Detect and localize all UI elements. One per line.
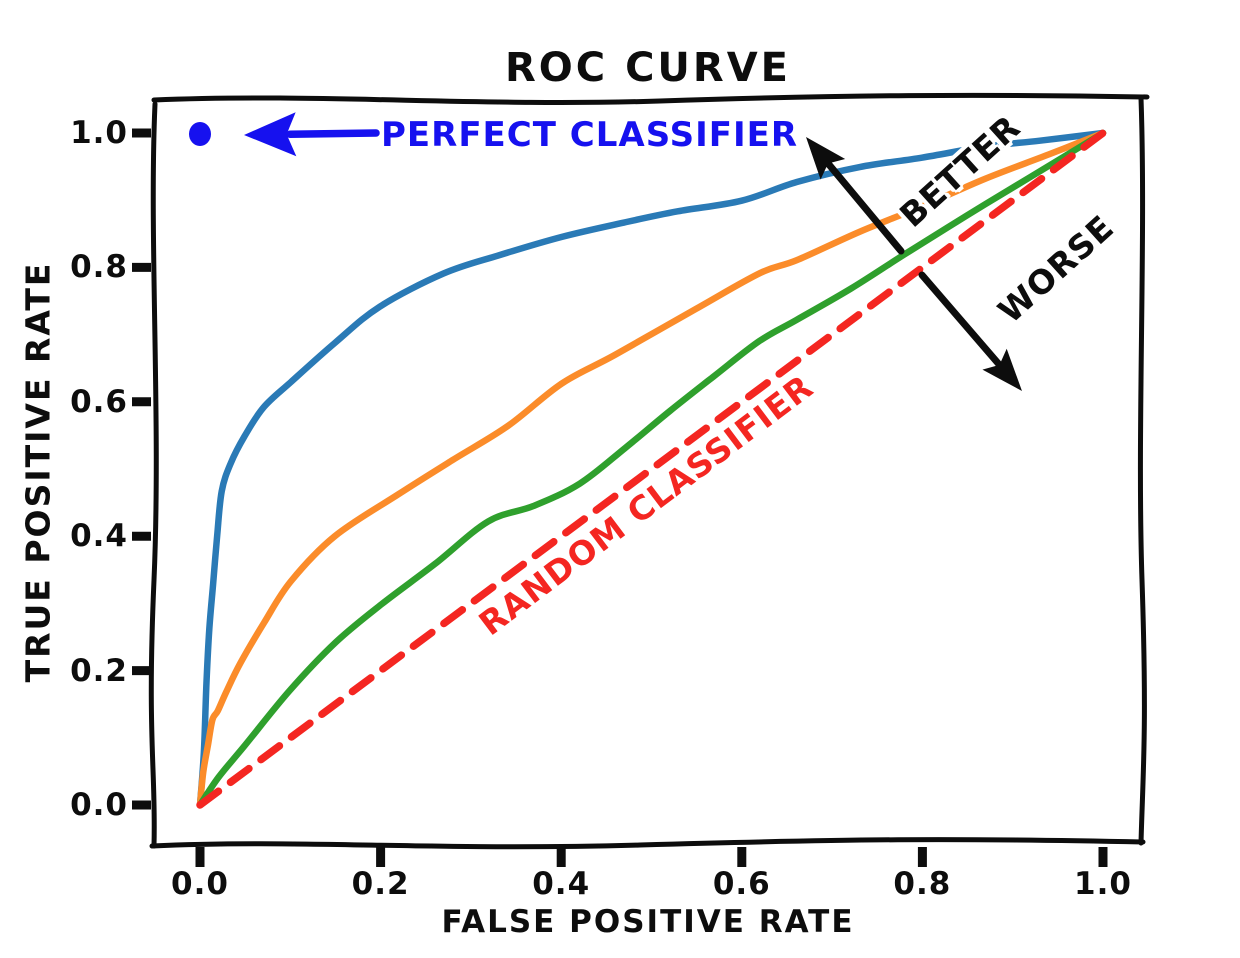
x-tick-label: 0.2 <box>351 866 410 902</box>
x-tick-label: 0.0 <box>171 866 229 902</box>
top-spine <box>151 92 1150 106</box>
better-arrow <box>806 137 905 255</box>
y-axis-title: TRUE POSITIVE RATE <box>18 261 58 683</box>
axis-ticks <box>132 128 1108 867</box>
better-label: BETTER <box>892 107 1028 235</box>
right-spine <box>1137 95 1147 846</box>
y-tick-label: 0.8 <box>70 249 128 286</box>
x-axis-title: FALSE POSITIVE RATE <box>441 904 855 940</box>
plot-frame <box>148 92 1150 850</box>
y-tick-label: 0.2 <box>70 652 128 689</box>
random-classifier-diagonal <box>196 129 1107 809</box>
x-tick-label: 0.6 <box>712 866 771 902</box>
chart-title: ROC CURVE <box>504 45 792 91</box>
x-tick-label: 0.8 <box>893 866 952 902</box>
y-tick-label: 0.6 <box>70 383 128 420</box>
perfect-classifier-arrow <box>244 112 380 157</box>
worse-label: WORSE <box>990 207 1122 331</box>
green-roc-curve-weak <box>196 129 1107 809</box>
orange-roc-curve-medium <box>196 129 1107 809</box>
x-tick-label: 0.4 <box>532 866 591 902</box>
y-tick-label: 0.0 <box>70 787 128 823</box>
roc-curves <box>196 129 1107 809</box>
blue-roc-curve-best <box>196 129 1107 809</box>
x-tick-label: 1.0 <box>1074 866 1132 902</box>
random-classifier-label: RANDOM CLASSIFIER <box>471 366 821 644</box>
y-tick-label: 0.4 <box>70 518 128 555</box>
perfect-classifier-point <box>189 122 211 146</box>
perfect-classifier-label: PERFECT CLASSIFIER <box>381 115 799 155</box>
bottom-spine <box>149 837 1146 850</box>
left-spine <box>148 101 159 849</box>
y-tick-label: 1.0 <box>70 115 128 151</box>
